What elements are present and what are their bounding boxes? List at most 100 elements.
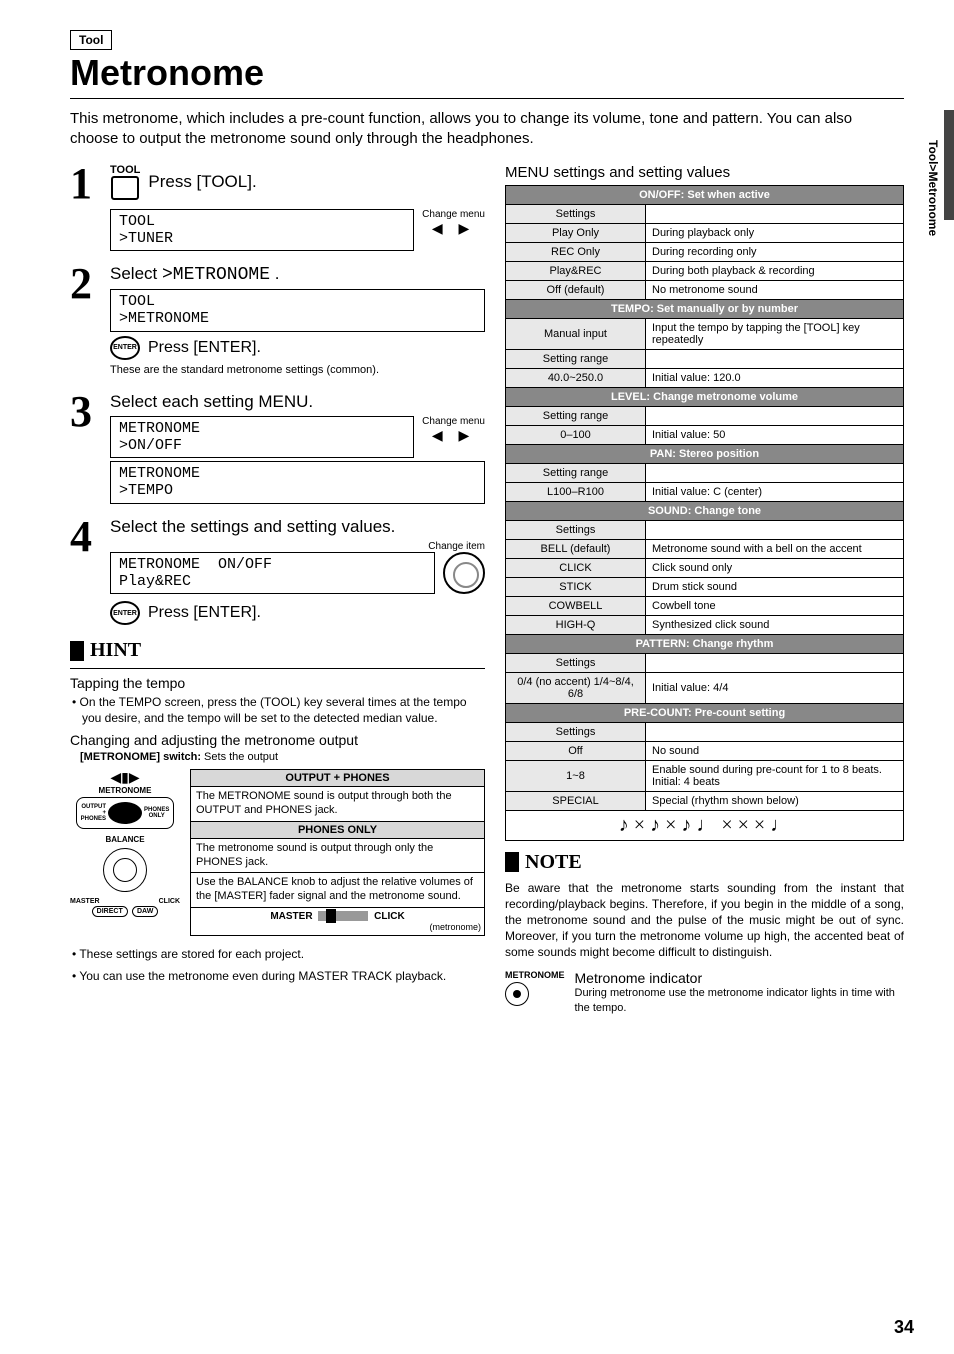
setting-name: Setting range	[506, 463, 646, 482]
setting-value: Special (rhythm shown below)	[646, 791, 904, 810]
setting-name: 0/4 (no accent) 1/4~8/4, 6/8	[506, 672, 646, 703]
lcd-display: METRONOME >ON/OFF	[110, 416, 414, 459]
fader-click-label: CLICK	[374, 911, 405, 922]
setting-value: No metronome sound	[646, 280, 904, 299]
change-menu-label: Change menu	[422, 416, 485, 427]
setting-value	[646, 722, 904, 741]
setting-value: Enable sound during pre-count for 1 to 8…	[646, 760, 904, 791]
setting-value: Cowbell tone	[646, 596, 904, 615]
lcd-display: TOOL >TUNER	[110, 209, 414, 252]
side-accent-bar	[944, 110, 954, 220]
setting-name: 1~8	[506, 760, 646, 791]
phones-only-desc: The metronome sound is output through on…	[191, 839, 484, 874]
setting-value: Initial value: 50	[646, 425, 904, 444]
metronome-indicator-block: METRONOME Metronome indicator During met…	[505, 970, 904, 1015]
setting-name: Play&REC	[506, 261, 646, 280]
setting-name: Manual input	[506, 318, 646, 349]
step-2-label-pre: Select	[110, 264, 162, 283]
setting-name: REC Only	[506, 242, 646, 261]
press-enter-label: Press [ENTER].	[148, 604, 261, 622]
tool-button-icon	[111, 176, 139, 200]
hint-bullet-2: • You can use the metronome even during …	[70, 968, 485, 984]
output-table: OUTPUT + PHONES The METRONOME sound is o…	[190, 769, 485, 936]
note-header: NOTE	[505, 851, 904, 874]
metronome-switch-label: [METRONOME] switch:	[80, 751, 201, 763]
step-2-note: These are the standard metronome setting…	[110, 364, 485, 376]
enter-button-icon: ENTER	[110, 601, 140, 625]
setting-name: Off (default)	[506, 280, 646, 299]
step-2-label-code: >METRONOME	[162, 265, 270, 285]
fader-row: MASTER CLICK (metronome)	[191, 908, 484, 935]
section-header: ON/OFF: Set when active	[506, 185, 904, 204]
setting-value	[646, 406, 904, 425]
setting-value	[646, 349, 904, 368]
side-tab: Tool>Metronome	[926, 140, 940, 236]
setting-name: Setting range	[506, 406, 646, 425]
setting-name: HIGH-Q	[506, 615, 646, 634]
setting-value: Initial value: 4/4	[646, 672, 904, 703]
nav-arrows-icon: ◀ ▶	[422, 220, 485, 237]
metronome-indicator-label: METRONOME	[505, 970, 565, 980]
lcd-display: METRONOME >TEMPO	[110, 461, 485, 504]
setting-name: 40.0~250.0	[506, 368, 646, 387]
setting-value: Initial value: 120.0	[646, 368, 904, 387]
left-column: 1 TOOL Press [TOOL]. TOOL >TUNER Change …	[70, 164, 485, 1016]
setting-value: During recording only	[646, 242, 904, 261]
balance-desc: Use the BALANCE knob to adjust the relat…	[191, 873, 484, 908]
lcd-display: METRONOME ON/OFF Play&REC	[110, 552, 435, 595]
master-label: MASTER	[70, 898, 100, 905]
phones-only-head: PHONES ONLY	[191, 822, 484, 839]
step-number: 4	[70, 517, 110, 630]
step-2-label-post: .	[270, 264, 279, 283]
section-header: TEMPO: Set manually or by number	[506, 299, 904, 318]
step-3: 3 Select each setting MENU. METRONOME >O…	[70, 392, 485, 507]
setting-name: Off	[506, 741, 646, 760]
enter-button-icon: ENTER	[110, 336, 140, 360]
direct-button: DIRECT	[92, 906, 128, 917]
lcd-display: TOOL >METRONOME	[110, 289, 485, 332]
setting-value	[646, 653, 904, 672]
changing-output-head: Changing and adjusting the metronome out…	[70, 732, 485, 748]
fader-sub-label: (metronome)	[194, 922, 481, 932]
setting-name: CLICK	[506, 558, 646, 577]
step-1: 1 TOOL Press [TOOL]. TOOL >TUNER Change …	[70, 164, 485, 255]
setting-value: During both playback & recording	[646, 261, 904, 280]
note-body: Be aware that the metronome starts sound…	[505, 880, 904, 961]
physical-switch-icon: OUTPUT + PHONES PHONES ONLY	[76, 797, 175, 829]
balance-knob-icon	[103, 848, 147, 892]
diagram-metronome-label: METRONOME	[70, 786, 180, 795]
balance-label: BALANCE	[70, 835, 180, 844]
output-phones-label: OUTPUT + PHONES	[81, 804, 106, 822]
metronome-switch-desc: Sets the output	[201, 751, 278, 763]
setting-value: Metronome sound with a bell on the accen…	[646, 539, 904, 558]
setting-value: Input the tempo by tapping the [TOOL] ke…	[646, 318, 904, 349]
intro-text: This metronome, which includes a pre-cou…	[70, 109, 904, 150]
page-title: Metronome	[70, 52, 904, 94]
change-item-label: Change item	[110, 541, 485, 552]
setting-value: No sound	[646, 741, 904, 760]
phones-only-label: PHONES ONLY	[144, 807, 169, 819]
step-4: 4 Select the settings and setting values…	[70, 517, 485, 630]
hint-rule	[70, 668, 485, 669]
section-header: PAN: Stereo position	[506, 444, 904, 463]
setting-value: During playback only	[646, 223, 904, 242]
metronome-indicator-head: Metronome indicator	[575, 970, 905, 986]
page-number: 34	[894, 1317, 914, 1338]
click-label: CLICK	[159, 898, 180, 905]
tapping-tempo-head: Tapping the tempo	[70, 675, 485, 691]
settings-table: ON/OFF: Set when activeSettingsPlay Only…	[505, 185, 904, 841]
tool-button-label: TOOL	[110, 164, 140, 176]
setting-name: Settings	[506, 520, 646, 539]
menu-settings-title: MENU settings and setting values	[505, 164, 904, 181]
setting-name: Settings	[506, 204, 646, 223]
setting-name: BELL (default)	[506, 539, 646, 558]
rhythm-notation: ♪ × ♪ × ♪ ♩ × × × ♩	[506, 810, 904, 840]
section-header: SOUND: Change tone	[506, 501, 904, 520]
output-phones-head: OUTPUT + PHONES	[191, 770, 484, 787]
press-enter-label: Press [ENTER].	[148, 339, 261, 357]
tapping-tempo-body: • On the TEMPO screen, press the (TOOL) …	[70, 694, 485, 726]
switch-knob-icon	[108, 802, 142, 824]
hint-title: HINT	[90, 639, 141, 662]
step-number: 2	[70, 264, 110, 382]
setting-value: Synthesized click sound	[646, 615, 904, 634]
